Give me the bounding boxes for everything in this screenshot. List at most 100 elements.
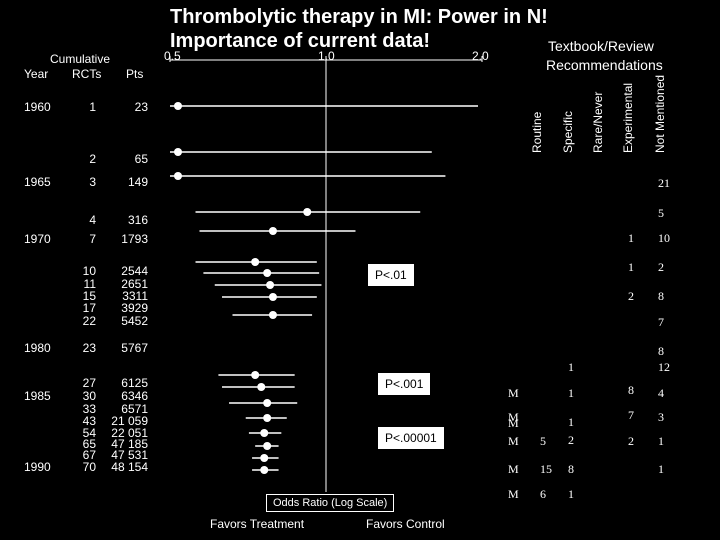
point-estimate-12 bbox=[257, 383, 266, 391]
point-estimate-9 bbox=[268, 311, 277, 319]
title-line-2: Importance of current data! bbox=[170, 30, 431, 52]
point-estimate-14 bbox=[263, 414, 272, 422]
point-estimate-15 bbox=[260, 429, 269, 437]
rcts-value: 30 bbox=[82, 389, 96, 403]
rec-cell: 8 bbox=[658, 344, 664, 358]
rcts-value: 3 bbox=[89, 175, 96, 189]
favors-control-label: Favors Control bbox=[366, 517, 445, 531]
rec-cell: 1 bbox=[628, 260, 634, 274]
pts-value: 2651 bbox=[121, 277, 148, 291]
rcts-header: RCTs bbox=[72, 67, 102, 81]
rcts-value: 22 bbox=[82, 314, 96, 328]
point-estimate-2 bbox=[174, 172, 182, 180]
rcts-value: 2 bbox=[89, 152, 96, 166]
rcts-value: 65 bbox=[82, 437, 96, 451]
pts-value: 3311 bbox=[122, 289, 148, 303]
point-estimate-18 bbox=[260, 466, 269, 474]
rec-cell: M bbox=[508, 410, 519, 424]
rcts-value: 33 bbox=[82, 402, 96, 416]
rec-cell: 15 bbox=[540, 462, 552, 476]
rec-cell: 1 bbox=[568, 360, 574, 374]
pts-value: 2544 bbox=[121, 264, 148, 278]
rcts-value: 70 bbox=[82, 460, 96, 474]
rcts-value: 27 bbox=[82, 376, 96, 390]
title-line-1: Thrombolytic therapy in MI: Power in N! bbox=[170, 6, 548, 28]
pvalue-box-001: P<.001 bbox=[378, 373, 431, 395]
rec-cell: 8 bbox=[628, 383, 634, 397]
rec-cell: 1 bbox=[628, 231, 634, 245]
rec-cell: 2 bbox=[568, 433, 574, 447]
point-estimate-5 bbox=[251, 258, 260, 266]
rec-cell: 2 bbox=[658, 260, 664, 274]
year-label: 1970 bbox=[24, 232, 51, 246]
point-estimate-17 bbox=[260, 454, 269, 462]
pts-value: 6125 bbox=[121, 376, 148, 390]
rec-cell: 2 bbox=[628, 434, 634, 448]
rcts-value: 11 bbox=[83, 277, 96, 291]
point-estimate-4 bbox=[268, 227, 277, 235]
rec-cell: 1 bbox=[568, 487, 574, 501]
pts-value: 47 531 bbox=[111, 448, 148, 462]
textbook-header-line-2: Recommendations bbox=[546, 57, 663, 73]
rec-cell: 7 bbox=[658, 315, 664, 329]
pts-value: 23 bbox=[134, 100, 148, 114]
rec-cell: 5 bbox=[658, 206, 664, 220]
rec-cell: 5 bbox=[540, 434, 546, 448]
cumulative-header: Cumulative bbox=[50, 52, 111, 66]
pvalue-box-00001: P<.00001 bbox=[378, 427, 444, 449]
pts-value: 22 051 bbox=[111, 426, 148, 440]
rcts-value: 10 bbox=[82, 264, 96, 278]
point-estimate-6 bbox=[263, 269, 272, 277]
rec-cell: 1 bbox=[658, 462, 664, 476]
rec-cell: 21 bbox=[658, 176, 670, 190]
rec-cell: M bbox=[508, 416, 519, 430]
year-label: 1990 bbox=[24, 460, 51, 474]
pvalue-box-01: P<.01 bbox=[368, 264, 414, 286]
year-label: 1965 bbox=[24, 175, 51, 189]
point-estimate-8 bbox=[268, 293, 277, 301]
point-estimate-3 bbox=[303, 208, 312, 216]
point-estimate-0 bbox=[174, 102, 182, 110]
pts-value: 47 185 bbox=[111, 437, 148, 451]
rcts-value: 23 bbox=[82, 341, 96, 355]
pts-value: 21 059 bbox=[111, 414, 148, 428]
rcts-value: 67 bbox=[82, 448, 96, 462]
pts-value: 48 154 bbox=[111, 460, 148, 474]
year-label: 1985 bbox=[24, 389, 51, 403]
rcts-value: 43 bbox=[82, 414, 96, 428]
xaxis-title: Odds Ratio (Log Scale) bbox=[266, 494, 395, 512]
year-label: 1980 bbox=[24, 341, 51, 355]
rec-cell: 7 bbox=[628, 408, 634, 422]
rcts-value: 7 bbox=[89, 232, 96, 246]
rec-cell: M bbox=[508, 487, 519, 501]
rec-cell: 1 bbox=[658, 434, 664, 448]
pts-value: 316 bbox=[127, 213, 148, 227]
point-estimate-11 bbox=[251, 371, 260, 379]
pts-header: Pts bbox=[126, 67, 144, 81]
rcts-value: 15 bbox=[82, 289, 96, 303]
pts-value: 5452 bbox=[121, 314, 148, 328]
favors-treatment-label: Favors Treatment bbox=[210, 517, 305, 531]
rcts-value: 17 bbox=[82, 301, 96, 315]
point-estimate-7 bbox=[266, 281, 275, 289]
point-estimate-13 bbox=[263, 399, 272, 407]
year-header: Year bbox=[24, 67, 49, 81]
pts-value: 1793 bbox=[121, 232, 148, 246]
rcts-value: 54 bbox=[82, 426, 96, 440]
pts-value: 5767 bbox=[121, 341, 148, 355]
rec-cell: 2 bbox=[628, 289, 634, 303]
rec-cell: 10 bbox=[658, 231, 670, 245]
rec-cell: 4 bbox=[658, 386, 664, 400]
rec-cell: M bbox=[508, 462, 519, 476]
pts-value: 65 bbox=[134, 152, 148, 166]
rec-cell: 1 bbox=[568, 415, 574, 429]
rec-cell: 3 bbox=[658, 410, 664, 424]
point-estimate-16 bbox=[263, 442, 272, 450]
year-label: 1960 bbox=[24, 100, 51, 114]
pts-value: 6346 bbox=[121, 389, 148, 403]
rec-cell: 8 bbox=[658, 289, 664, 303]
rec-cell: 1 bbox=[568, 386, 574, 400]
point-estimate-1 bbox=[174, 148, 182, 156]
